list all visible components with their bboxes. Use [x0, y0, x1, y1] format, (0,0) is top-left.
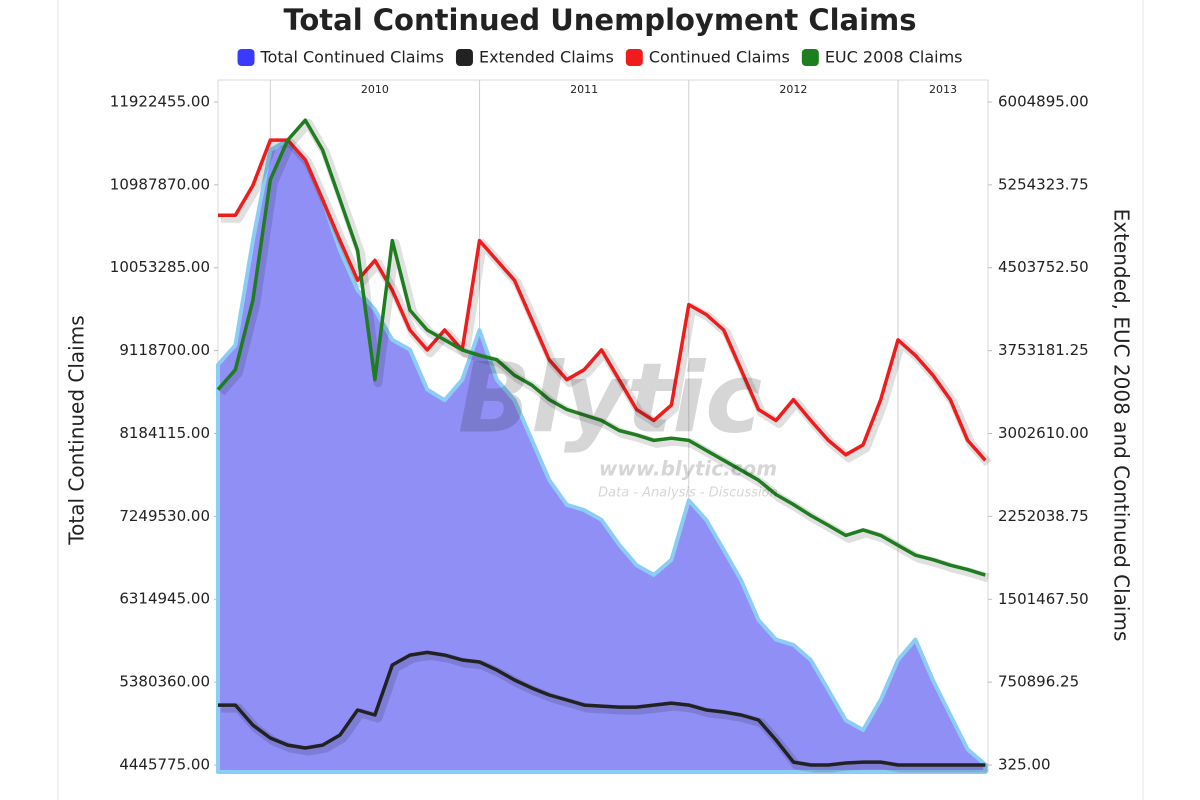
- line: [218, 650, 986, 767]
- x-tick-label: 2012: [779, 83, 807, 96]
- y-tick-label: 4445775.00: [119, 755, 210, 773]
- y2-tick-label: 3753181.25: [998, 341, 1089, 359]
- y-tick-label: 6314945.00: [119, 590, 210, 608]
- watermark: Blytic www.blytic.com Data - Analysis - …: [458, 342, 778, 500]
- y-tick-label: 5380360.00: [119, 673, 210, 691]
- watermark-url: www.blytic.com: [599, 457, 777, 481]
- legend-label: Total Continued Claims: [260, 48, 444, 67]
- legend-label: Extended Claims: [479, 48, 614, 67]
- y2-tick-label: 5254323.75: [998, 175, 1089, 193]
- y2-tick-label: 325.00: [998, 756, 1051, 774]
- y-tick-label: 11922455.00: [110, 92, 210, 110]
- y2-tick-label: 3002610.00: [998, 424, 1089, 442]
- chart-title: Total Continued Unemployment Claims: [283, 3, 916, 37]
- y-tick-label: 9118700.00: [119, 341, 210, 359]
- line: [216, 118, 986, 577]
- watermark-logo: Blytic: [458, 342, 762, 454]
- x-tick-label: 2011: [570, 83, 598, 96]
- legend-swatch: [625, 49, 643, 66]
- y2-tick-label: 750896.25: [998, 673, 1079, 691]
- x-tick-label: 2013: [929, 83, 957, 96]
- y-tick-label: 10987870.00: [110, 175, 210, 193]
- y2-tick-label: 1501467.50: [998, 590, 1089, 608]
- y-tick-label: 7249530.00: [119, 507, 210, 525]
- area: [216, 138, 988, 774]
- y-axis-label: Total Continued Claims: [65, 315, 89, 545]
- line: [218, 138, 987, 462]
- y2-tick-label: 2252038.75: [998, 507, 1089, 525]
- x-tick-label: 2010: [361, 83, 389, 96]
- legend-swatch: [237, 49, 255, 66]
- y2-tick-label: 6004895.00: [998, 92, 1089, 110]
- y2-axis-label: Extended, EUC 2008 and Continued Claims: [1110, 209, 1134, 642]
- legend-label: EUC 2008 Claims: [825, 48, 963, 67]
- legend-label: Continued Claims: [649, 48, 790, 67]
- y2-tick-label: 4503752.50: [998, 258, 1089, 276]
- legend-swatch: [801, 49, 819, 66]
- legend-swatch: [455, 49, 473, 66]
- legend: Total Continued Claims Extended Claims Con…: [237, 48, 963, 67]
- y-tick-label: 10053285.00: [110, 258, 210, 276]
- watermark-tagline: Data - Analysis - Discussion: [598, 486, 778, 501]
- y-tick-label: 8184115.00: [119, 424, 210, 442]
- line-shadow: [221, 650, 989, 773]
